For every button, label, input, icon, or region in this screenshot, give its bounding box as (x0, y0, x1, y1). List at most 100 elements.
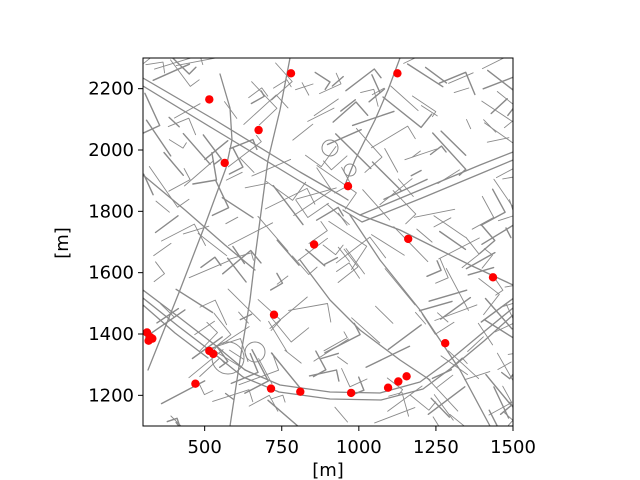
street (448, 350, 480, 380)
street (448, 72, 474, 84)
street (297, 237, 328, 261)
street (488, 385, 513, 416)
street (145, 61, 166, 74)
street (403, 58, 416, 64)
data-point (383, 383, 393, 392)
street (413, 208, 456, 218)
street (502, 176, 513, 180)
street (284, 349, 302, 364)
street (225, 171, 243, 181)
street (427, 386, 466, 415)
data-point (393, 69, 402, 78)
street (382, 96, 433, 129)
street (270, 272, 284, 291)
street (326, 129, 362, 146)
street (320, 352, 339, 360)
street (497, 199, 513, 222)
street (232, 245, 246, 265)
data-point (286, 69, 296, 78)
street (222, 326, 250, 345)
y-tick-label: 1600 (88, 263, 134, 284)
street (486, 137, 510, 143)
street (483, 119, 497, 133)
street (251, 81, 278, 126)
street (270, 316, 310, 343)
street (154, 58, 204, 70)
major-road (143, 85, 338, 204)
street (340, 99, 356, 112)
street (467, 266, 495, 276)
data-point (343, 182, 353, 191)
street (226, 257, 247, 283)
data-point (394, 377, 403, 386)
street (270, 394, 286, 403)
street (328, 220, 368, 270)
street (182, 225, 210, 235)
street (345, 248, 365, 275)
street (426, 260, 442, 277)
street (225, 216, 239, 225)
street (432, 416, 440, 426)
data-point (209, 349, 218, 359)
x-axis-label: [m] (312, 460, 344, 480)
street (323, 256, 339, 266)
street (292, 123, 314, 141)
street (383, 178, 428, 200)
data-point (220, 158, 229, 168)
street (411, 150, 421, 158)
street (501, 371, 513, 380)
street (480, 188, 506, 226)
street (212, 389, 254, 403)
street (334, 406, 348, 423)
y-tick-label: 1400 (88, 324, 134, 345)
street (153, 242, 172, 257)
street (305, 248, 326, 267)
street (168, 139, 187, 149)
y-tick-label: 1200 (88, 385, 134, 406)
street (228, 147, 244, 175)
street (273, 79, 292, 89)
street (295, 187, 337, 200)
street (495, 168, 513, 179)
street (464, 371, 491, 381)
street (432, 132, 467, 176)
street (168, 168, 191, 192)
street (188, 260, 229, 279)
street (154, 215, 179, 234)
street (155, 200, 170, 213)
major-road (143, 174, 256, 271)
street (239, 313, 253, 321)
street (313, 98, 339, 117)
street (265, 187, 316, 210)
street (481, 224, 513, 245)
street (301, 82, 310, 96)
street (345, 68, 382, 92)
street (481, 248, 493, 269)
street (371, 74, 381, 94)
street (415, 311, 427, 325)
street (243, 94, 289, 125)
street (291, 255, 318, 275)
street (197, 380, 214, 396)
street (308, 221, 328, 244)
data-point (296, 387, 305, 396)
street (365, 345, 411, 368)
y-tick-label: 2000 (88, 140, 134, 161)
street (307, 107, 335, 122)
data-point (346, 388, 356, 398)
data-point (488, 273, 498, 282)
street (161, 223, 206, 246)
street (184, 160, 215, 187)
major-road (143, 297, 513, 401)
street (496, 352, 513, 382)
y-axis: 1200 1400 1600 1800 2000 2200 (88, 79, 143, 406)
street (360, 88, 379, 107)
data-point (205, 95, 214, 104)
street (335, 133, 372, 170)
street (440, 130, 467, 156)
street (227, 134, 262, 168)
street (496, 91, 513, 105)
street (435, 257, 449, 284)
x-tick-label: 500 (187, 437, 221, 458)
street (440, 296, 472, 320)
